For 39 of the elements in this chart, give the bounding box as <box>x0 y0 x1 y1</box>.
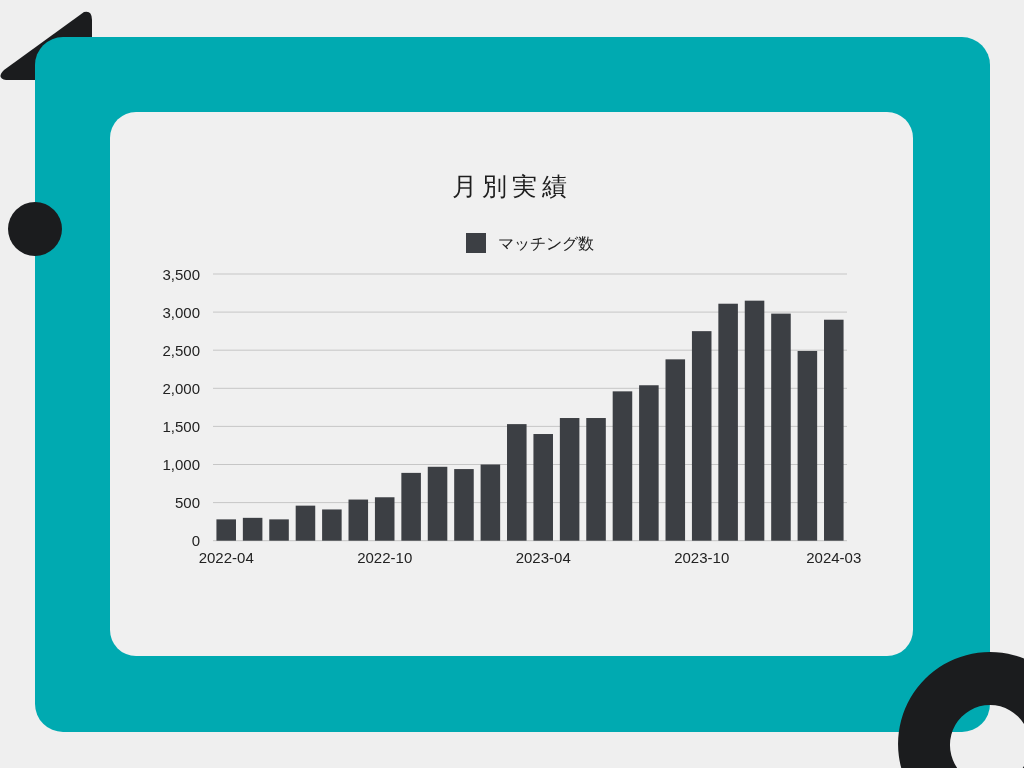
bar <box>612 391 633 541</box>
bar <box>454 469 474 541</box>
bar <box>216 519 236 541</box>
y-tick-label: 2,500 <box>162 341 200 359</box>
bar <box>691 331 712 541</box>
y-tick-label: 3,000 <box>162 303 200 321</box>
bar <box>427 466 448 541</box>
bar <box>348 499 369 541</box>
bar <box>401 472 421 541</box>
y-tick-label: 3,500 <box>162 265 200 283</box>
y-tick-label: 1,000 <box>162 456 200 473</box>
bar <box>295 505 316 541</box>
bar <box>559 418 580 541</box>
bar <box>507 424 527 541</box>
y-tick-label: 500 <box>174 494 200 512</box>
x-tick-label: 2022-10 <box>357 548 413 566</box>
bar <box>744 300 765 541</box>
bar <box>242 517 263 541</box>
bar <box>639 385 659 541</box>
y-tick-label: 0 <box>191 532 200 550</box>
x-tick-label: 2024-03 <box>806 548 862 566</box>
bar <box>824 319 844 541</box>
bar <box>771 313 791 541</box>
bar <box>269 519 289 541</box>
x-tick-label: 2022-04 <box>198 548 254 566</box>
bar <box>322 509 342 541</box>
bar <box>374 497 395 541</box>
bar <box>665 359 686 541</box>
x-tick-label: 2023-04 <box>515 548 571 566</box>
legend-label: マッチング数 <box>498 234 594 252</box>
bar <box>533 434 553 541</box>
bar <box>718 303 738 541</box>
y-tick-label: 2,000 <box>162 379 200 397</box>
y-tick-label: 1,500 <box>162 417 200 435</box>
bar <box>586 418 606 541</box>
bar <box>480 464 501 541</box>
x-tick-label: 2023-10 <box>674 548 730 566</box>
bar <box>797 350 818 541</box>
chart-title: 月別実績 <box>452 172 572 200</box>
